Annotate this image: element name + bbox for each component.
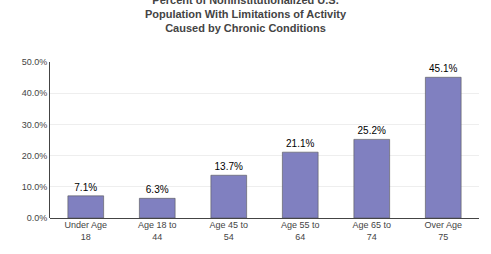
svg-text:10.0%: 10.0% <box>22 182 48 192</box>
svg-text:6.3%: 6.3% <box>146 184 169 195</box>
svg-text:13.7%: 13.7% <box>215 161 243 172</box>
svg-text:25.2%: 25.2% <box>358 125 386 136</box>
svg-text:Percent of Noninstitutionalize: Percent of Noninstitutionalized U.S.Popu… <box>145 0 347 34</box>
svg-text:Age 45 to54: Age 45 to54 <box>209 220 248 242</box>
svg-text:20.0%: 20.0% <box>22 151 48 161</box>
svg-text:0.0%: 0.0% <box>27 213 48 223</box>
svg-text:Age 18 to44: Age 18 to44 <box>138 220 177 242</box>
svg-text:7.1%: 7.1% <box>74 182 97 193</box>
svg-text:50.0%: 50.0% <box>22 57 48 67</box>
svg-text:40.0%: 40.0% <box>22 88 48 98</box>
svg-text:Age 65 to74: Age 65 to74 <box>352 220 391 242</box>
svg-text:Over Age75: Over Age75 <box>424 220 462 242</box>
svg-text:Age 55 to64: Age 55 to64 <box>281 220 320 242</box>
svg-text:21.1%: 21.1% <box>286 138 314 149</box>
svg-text:45.1%: 45.1% <box>429 63 457 74</box>
svg-text:30.0%: 30.0% <box>22 120 48 130</box>
svg-text:Under Age18: Under Age18 <box>64 220 107 242</box>
